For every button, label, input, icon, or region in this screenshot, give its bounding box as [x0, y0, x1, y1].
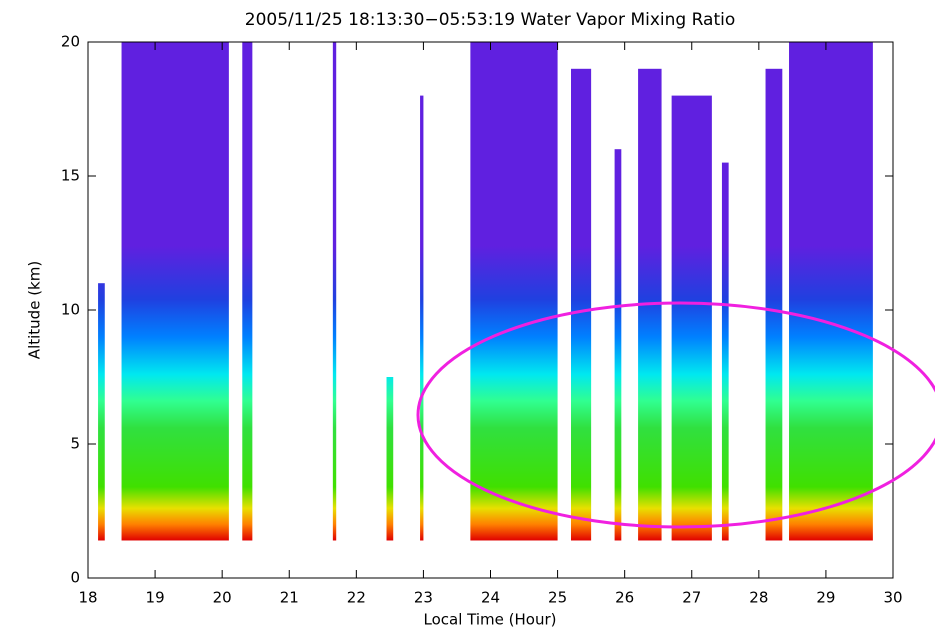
x-tick-label: 25: [548, 589, 567, 607]
highlight-ellipse: [416, 301, 935, 529]
x-tick-label: 19: [146, 589, 165, 607]
x-tick-label: 18: [78, 589, 97, 607]
x-tick-label: 24: [481, 589, 500, 607]
profile-column: [332, 42, 337, 541]
x-axis-label: Local Time (Hour): [424, 611, 557, 629]
x-tick-label: 27: [682, 589, 701, 607]
y-tick-label: 20: [61, 33, 80, 51]
profile-column: [765, 68, 783, 541]
profile-column: [470, 42, 558, 541]
profile-column: [98, 283, 105, 541]
profile-column: [420, 95, 424, 541]
profile-column: [789, 42, 873, 541]
plot-area: [98, 42, 873, 541]
profile-column: [614, 149, 622, 541]
y-tick-label: 10: [61, 301, 80, 319]
chart-title: 2005/11/25 18:13:30−05:53:19 Water Vapor…: [245, 10, 736, 30]
x-tick-label: 23: [414, 589, 433, 607]
y-tick-label: 5: [70, 435, 80, 453]
y-tick-label: 15: [61, 167, 80, 185]
x-tick-label: 28: [749, 589, 768, 607]
profile-column: [242, 42, 253, 541]
profile-column: [571, 68, 592, 541]
profile-column: [121, 42, 229, 541]
profile-column: [721, 162, 729, 541]
x-tick-label: 22: [347, 589, 366, 607]
profile-column: [671, 95, 712, 541]
y-axis-label: Altitude (km): [26, 261, 44, 359]
y-tick-label: 0: [70, 569, 80, 587]
x-tick-label: 21: [280, 589, 299, 607]
x-tick-label: 20: [213, 589, 232, 607]
x-tick-label: 30: [883, 589, 902, 607]
x-tick-label: 29: [816, 589, 835, 607]
profile-column: [386, 377, 394, 541]
x-tick-label: 26: [615, 589, 634, 607]
